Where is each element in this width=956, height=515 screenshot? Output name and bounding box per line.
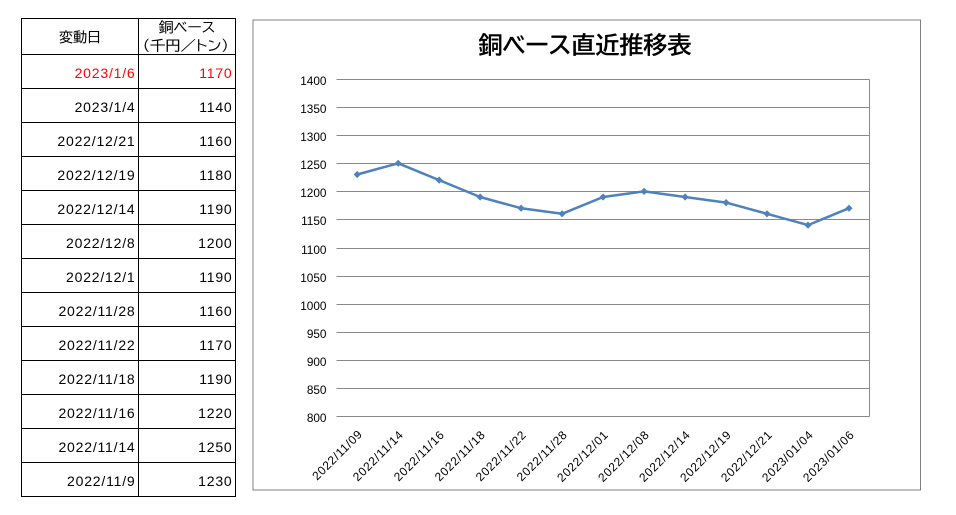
svg-text:1000: 1000 (300, 299, 327, 313)
svg-text:1250: 1250 (300, 158, 327, 172)
svg-text:1050: 1050 (300, 271, 327, 285)
svg-text:800: 800 (307, 411, 327, 425)
svg-text:900: 900 (307, 355, 327, 369)
svg-text:1100: 1100 (301, 243, 327, 257)
svg-text:850: 850 (307, 383, 327, 397)
svg-text:1200: 1200 (300, 186, 327, 200)
svg-text:950: 950 (307, 327, 327, 341)
svg-text:1400: 1400 (300, 74, 327, 88)
svg-text:1150: 1150 (301, 214, 327, 228)
svg-text:1300: 1300 (300, 130, 327, 144)
svg-text:1350: 1350 (300, 102, 327, 116)
